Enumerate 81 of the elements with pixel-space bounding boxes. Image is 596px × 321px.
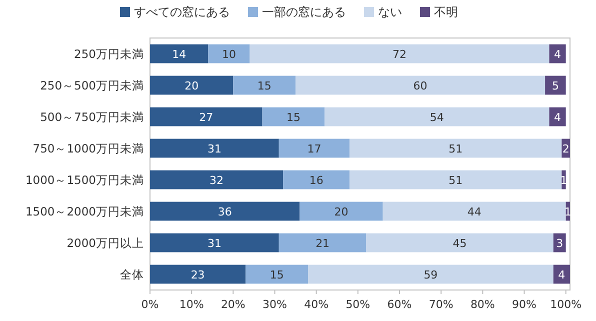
data-label: 60	[413, 79, 428, 92]
data-label: 45	[452, 236, 467, 250]
bar	[350, 138, 562, 158]
data-label: 51	[448, 142, 463, 156]
data-label: 44	[467, 205, 482, 218]
bar	[150, 233, 279, 252]
data-label: 51	[448, 174, 463, 187]
bar	[150, 170, 284, 190]
data-label: 16	[309, 174, 324, 187]
bar	[246, 264, 308, 284]
data-label: 15	[286, 110, 300, 124]
data-label: 5	[552, 79, 559, 92]
bar	[208, 44, 250, 64]
data-label: 59	[424, 268, 438, 282]
data-label: 4	[554, 48, 562, 61]
x-tick-label: 90%	[512, 298, 536, 311]
bar	[150, 138, 279, 158]
legend-label: ない	[378, 5, 402, 19]
x-tick-label: 10%	[179, 298, 204, 311]
y-tick-label: 750～1000万円未満	[32, 141, 144, 156]
bar	[150, 264, 246, 284]
data-label: 54	[430, 110, 444, 124]
data-label: 1	[560, 174, 568, 187]
x-tick-label: 80%	[470, 298, 495, 311]
data-label: 15	[257, 79, 272, 92]
data-label: 15	[270, 268, 284, 282]
y-tick-label: 全体	[120, 267, 144, 282]
bar	[278, 138, 350, 158]
bar	[324, 107, 550, 126]
y-tick-label: 500～750万円未満	[40, 110, 144, 124]
bar	[150, 44, 208, 64]
bar	[300, 202, 383, 221]
data-label: 31	[207, 142, 222, 156]
bar	[150, 76, 234, 95]
data-label: 2	[562, 142, 570, 156]
x-tick-label: 50%	[346, 298, 370, 311]
data-label: 4	[558, 268, 566, 282]
y-tick-label: 1500～2000万円未満	[25, 204, 144, 218]
data-label: 32	[210, 174, 224, 187]
data-label: 14	[172, 48, 186, 61]
y-tick-label: 2000万円以上	[66, 236, 144, 250]
bar	[549, 107, 566, 126]
bar	[262, 107, 325, 126]
bar	[545, 76, 566, 95]
x-tick-label: 30%	[262, 298, 287, 311]
bar	[150, 202, 300, 221]
x-tick-label: 100%	[550, 298, 582, 311]
data-label: 3	[556, 236, 564, 250]
x-tick-label: 40%	[304, 298, 329, 311]
x-tick-label: 0%	[141, 298, 159, 311]
data-label: 27	[199, 110, 214, 124]
bar	[283, 170, 350, 190]
data-label: 36	[218, 205, 232, 218]
bar	[382, 202, 566, 221]
legend-label: すべての窓にある	[134, 5, 230, 19]
bar	[366, 233, 554, 252]
data-label: 4	[554, 110, 562, 124]
data-label: 21	[316, 236, 330, 250]
bar	[350, 170, 562, 190]
y-tick-label: 1000～1500万円未満	[25, 172, 144, 187]
bar	[250, 44, 550, 64]
bar	[549, 44, 566, 64]
x-tick-label: 20%	[220, 298, 246, 311]
x-tick-label: 70%	[428, 298, 454, 311]
data-label: 17	[307, 142, 322, 156]
data-label: 20	[184, 79, 199, 92]
legend-label: 不明	[434, 5, 458, 19]
data-label: 23	[190, 268, 205, 282]
bar	[308, 264, 554, 284]
data-label: 20	[334, 205, 348, 218]
bar	[233, 76, 296, 95]
bar	[278, 233, 366, 252]
y-tick-label: 250万円未満	[74, 46, 144, 61]
y-tick-label: 250～500万円未満	[40, 78, 144, 92]
data-label: 10	[222, 48, 236, 61]
data-label: 31	[207, 236, 222, 250]
data-label: 72	[392, 48, 407, 61]
x-tick-label: 60%	[387, 298, 412, 311]
legend-label: 一部の窓にある	[262, 5, 346, 19]
bar	[150, 107, 262, 126]
bar	[296, 76, 546, 95]
